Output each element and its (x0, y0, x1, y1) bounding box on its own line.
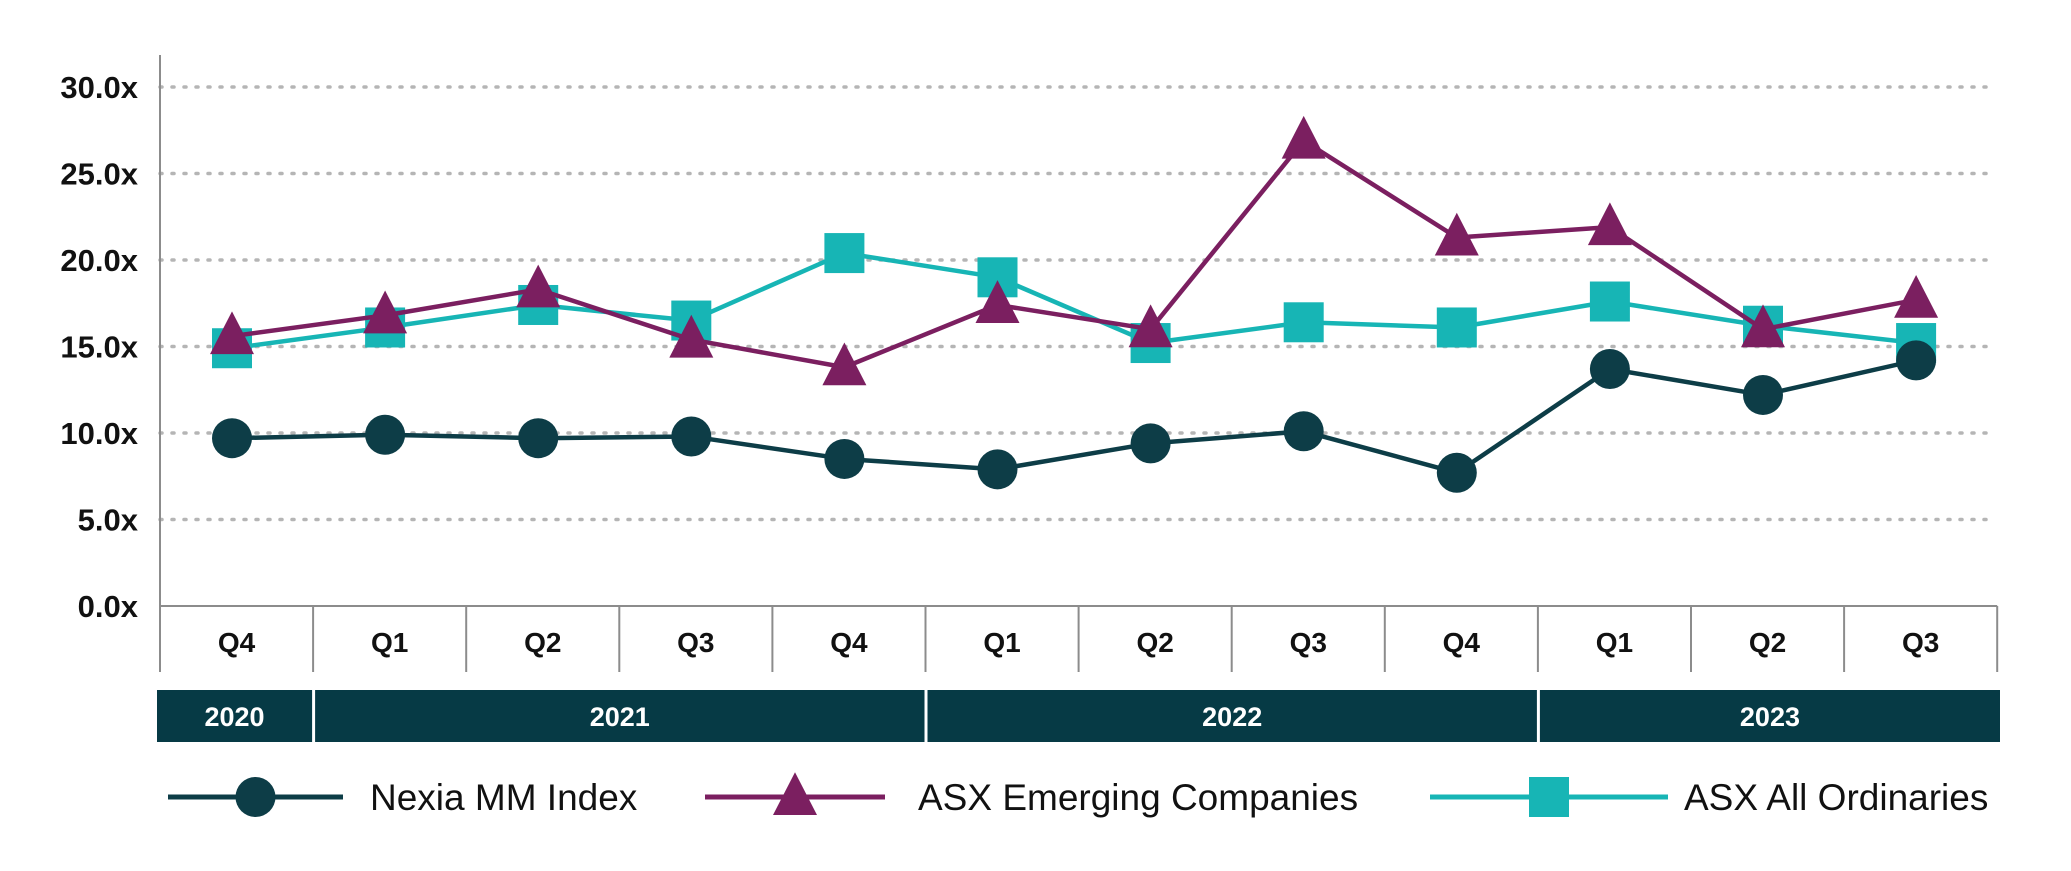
data-point-triangle (210, 311, 254, 355)
x-tick-label: Q1 (1596, 627, 1633, 658)
data-point-square (1589, 281, 1630, 322)
legend-label: ASX Emerging Companies (918, 777, 1358, 818)
x-tick-label: Q1 (983, 627, 1020, 658)
x-tick-label: Q2 (1136, 627, 1173, 658)
series-nexia (212, 340, 1937, 493)
legend: Nexia MM Index ASX Emerging Companies ASX … (168, 772, 1988, 818)
data-point-triangle (363, 290, 408, 334)
x-tick-label: Q4 (1443, 627, 1481, 658)
data-point-circle (365, 414, 406, 455)
data-point-triangle (822, 342, 867, 386)
x-tick-label: Q4 (218, 627, 256, 658)
y-tick-label: 25.0x (60, 157, 138, 192)
y-tick-label: 15.0x (60, 330, 138, 365)
data-point-triangle (975, 280, 1020, 323)
y-tick-label: 20.0x (60, 243, 138, 278)
year-label: 2020 (205, 702, 265, 732)
x-tick-label: Q1 (371, 627, 408, 658)
data-point-square (824, 233, 865, 274)
x-tick-label: Q2 (1749, 627, 1786, 658)
x-tick-label: Q2 (524, 627, 561, 658)
data-point-circle (1743, 374, 1783, 415)
x-axis-categories: Q4 Q1 Q2 Q3 Q4 Q1 Q2 Q3 Q4 Q1 Q2 Q3 (159, 606, 1999, 672)
data-point-circle (212, 418, 252, 459)
series-line (231, 358, 1917, 476)
year-label: 2022 (1202, 702, 1262, 732)
x-tick-label: Q3 (677, 627, 714, 658)
legend-item-asx-all-ords: ASX All Ordinaries (1430, 777, 1988, 818)
y-tick-label: 10.0x (60, 416, 138, 451)
data-point-square (1283, 302, 1324, 343)
year-label: 2023 (1740, 702, 1800, 732)
y-axis-tick-labels: 0.0x 5.0x 10.0x 15.0x 20.0x 25.0x 30.0x (60, 70, 138, 624)
year-band (927, 690, 1537, 742)
legend-item-nexia: Nexia MM Index (168, 777, 638, 818)
x-tick-label: Q4 (830, 627, 868, 658)
data-point-triangle (1434, 212, 1479, 256)
data-point-triangle (516, 264, 561, 308)
data-point-circle (1436, 452, 1477, 493)
y-tick-label: 30.0x (60, 70, 138, 105)
series-lines (210, 115, 1939, 493)
x-tick-label: Q3 (1290, 627, 1327, 658)
year-band (315, 690, 925, 742)
data-point-triangle (1741, 304, 1785, 348)
data-point-square (1436, 307, 1477, 348)
data-point-circle (1130, 423, 1171, 464)
series-line (231, 138, 1917, 370)
legend-label: ASX All Ordinaries (1684, 777, 1988, 818)
data-point-circle (1589, 348, 1630, 389)
y-tick-label: 5.0x (78, 503, 139, 538)
legend-marker-triangle (773, 772, 817, 815)
series-asx-emerging (210, 115, 1939, 386)
legend-label: Nexia MM Index (370, 777, 638, 818)
data-point-circle (518, 418, 559, 459)
data-point-circle (1283, 411, 1324, 452)
data-point-triangle (1587, 202, 1632, 246)
data-point-triangle (1894, 274, 1939, 318)
legend-marker-square (1529, 777, 1569, 817)
y-tick-label: 0.0x (78, 589, 139, 624)
data-point-triangle (1281, 115, 1326, 159)
data-point-circle (824, 438, 865, 479)
axes (159, 55, 1998, 672)
data-point-circle (1896, 340, 1937, 381)
data-point-triangle (669, 314, 714, 358)
x-tick-label: Q3 (1902, 627, 1939, 658)
legend-marker-circle (235, 777, 276, 817)
legend-item-asx-emerging: ASX Emerging Companies (705, 772, 1358, 818)
data-point-circle (977, 449, 1018, 490)
year-band (157, 690, 313, 742)
year-band (1539, 690, 2000, 742)
data-point-circle (671, 416, 712, 457)
year-label: 2021 (590, 702, 650, 732)
year-bands: 2020 2021 2022 2023 (157, 690, 2000, 742)
series-line (231, 250, 1917, 351)
data-point-triangle (1128, 304, 1173, 348)
